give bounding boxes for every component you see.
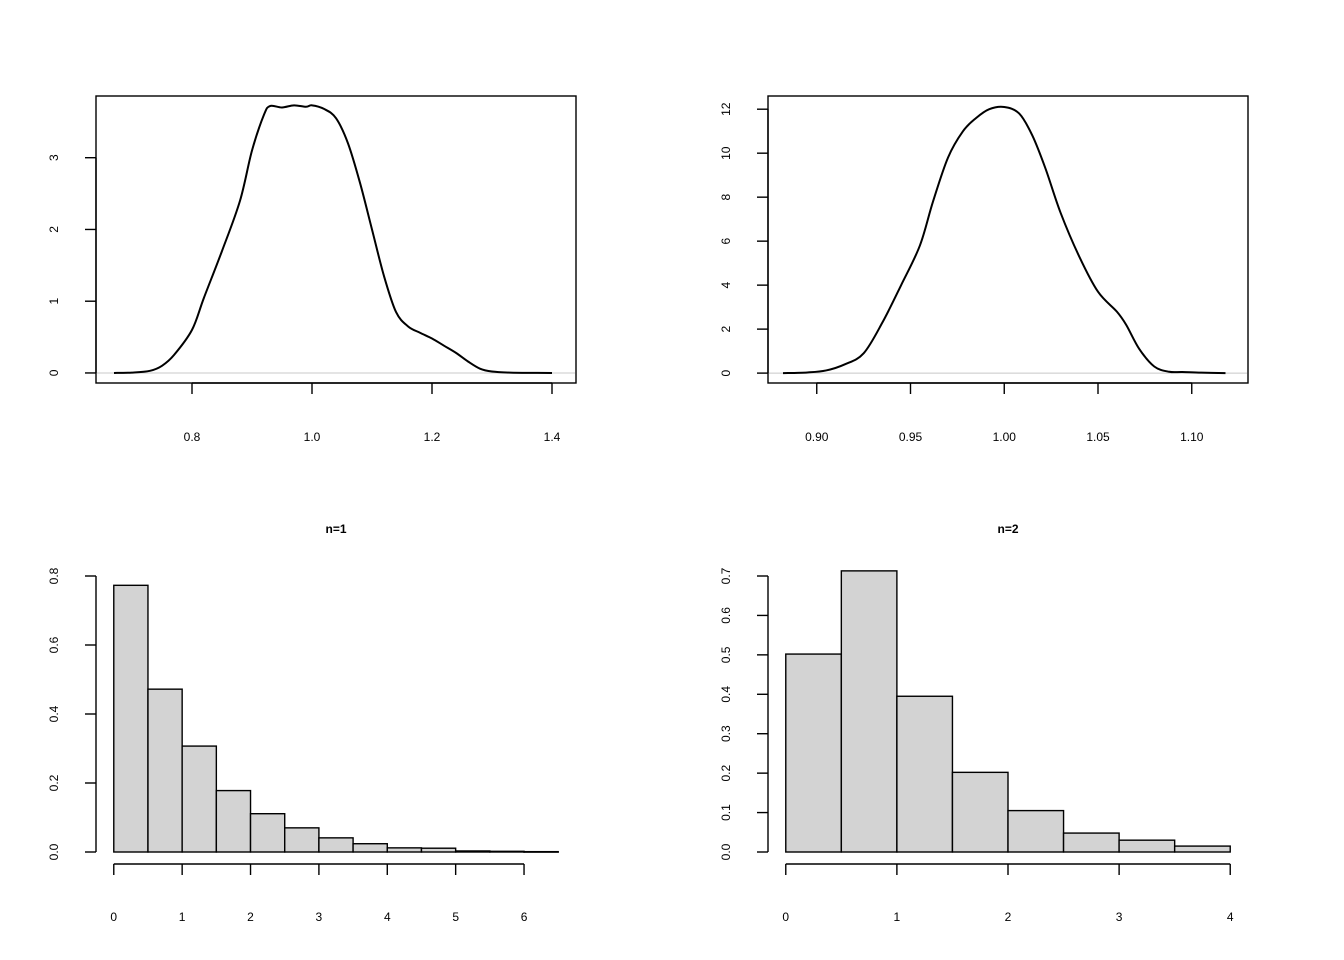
plot-frame xyxy=(767,95,1249,384)
plot-frame xyxy=(95,95,577,384)
y-tick-label: 0.0 xyxy=(47,843,61,860)
y-tick-label: 0.6 xyxy=(719,607,733,624)
x-tick-label: 4 xyxy=(384,910,391,924)
x-tick-label: 1.10 xyxy=(1180,430,1204,444)
histogram-bar xyxy=(181,745,218,853)
x-tick-label: 0 xyxy=(110,910,117,924)
y-tick-label: 8 xyxy=(719,194,733,201)
x-tick-label: 1.4 xyxy=(544,430,561,444)
y-tick-label: 0.4 xyxy=(719,686,733,703)
histogram-bar xyxy=(896,695,954,853)
histogram-bar xyxy=(113,584,149,853)
panel-title: n=2 xyxy=(997,522,1018,536)
y-tick-label: 0.7 xyxy=(719,567,733,584)
y-tick-label: 1 xyxy=(47,298,61,305)
histogram-bar xyxy=(1007,809,1065,853)
histogram-bar xyxy=(785,653,843,853)
y-tick-label: 0.3 xyxy=(719,725,733,742)
x-tick-label: 3 xyxy=(316,910,323,924)
x-tick-label: 6 xyxy=(521,910,528,924)
x-tick-label: 1.05 xyxy=(1086,430,1110,444)
histogram-bar xyxy=(284,827,320,853)
density-line xyxy=(782,105,1226,375)
histogram-bar xyxy=(523,850,559,853)
x-tick-label: 0.8 xyxy=(184,430,201,444)
y-tick-label: 0.8 xyxy=(47,567,61,584)
histogram-bar xyxy=(318,837,354,853)
x-tick-label: 3 xyxy=(1116,910,1123,924)
y-tick-label: 2 xyxy=(47,226,61,233)
y-tick-label: 0.1 xyxy=(719,804,733,821)
x-tick-label: 2 xyxy=(247,910,254,924)
histogram-bar xyxy=(1062,832,1120,853)
panel-title: n=1 xyxy=(325,522,346,536)
x-tick-label: 1 xyxy=(179,910,186,924)
y-tick-label: 0 xyxy=(719,369,733,376)
histogram-bar xyxy=(147,688,183,853)
x-tick-label: 0.95 xyxy=(899,430,923,444)
histogram-bar xyxy=(215,789,252,853)
y-tick-label: 0.4 xyxy=(47,705,61,722)
histogram-bar xyxy=(420,847,457,853)
x-tick-label: 0.90 xyxy=(805,430,829,444)
y-tick-label: 0.0 xyxy=(719,843,733,860)
y-tick-label: 0.2 xyxy=(719,764,733,781)
histogram-bar xyxy=(386,847,423,853)
y-tick-label: 0.2 xyxy=(47,774,61,791)
panel-3: n=1 0 1 2 3 4 5 6 0.0 0.2 0.4 0.6 0.8 xyxy=(47,522,559,924)
x-tick-label: 2 xyxy=(1005,910,1012,924)
y-tick-label: 3 xyxy=(47,154,61,161)
x-tick-label: 1.0 xyxy=(304,430,321,444)
x-tick-label: 0 xyxy=(782,910,789,924)
x-tick-label: 4 xyxy=(1227,910,1234,924)
histogram-bar xyxy=(840,570,898,853)
y-tick-label: 4 xyxy=(719,281,733,288)
histogram-bar xyxy=(249,813,286,853)
histogram-bar xyxy=(1173,845,1231,853)
histogram-bar xyxy=(454,850,491,853)
y-tick-label: 2 xyxy=(719,325,733,332)
panel-1: 0.8 1.0 1.2 1.4 0 1 2 3 xyxy=(47,95,577,444)
density-line xyxy=(113,104,553,374)
x-tick-label: 1.00 xyxy=(993,430,1017,444)
histogram-bar xyxy=(489,850,525,853)
x-tick-label: 1.2 xyxy=(424,430,441,444)
y-tick-label: 0.5 xyxy=(719,646,733,663)
y-tick-label: 10 xyxy=(719,146,733,160)
x-tick-label: 1 xyxy=(894,910,901,924)
histogram-bar xyxy=(1118,839,1176,853)
panel-2: 0.90 0.95 1.00 1.05 1.10 0 2 4 6 8 10 12 xyxy=(719,95,1249,444)
x-tick-label: 5 xyxy=(452,910,459,924)
y-tick-label: 6 xyxy=(719,237,733,244)
y-tick-label: 0 xyxy=(47,369,61,376)
y-tick-label: 0.6 xyxy=(47,636,61,653)
histogram-bar xyxy=(951,771,1009,853)
histogram-bar xyxy=(352,843,388,853)
y-tick-label: 12 xyxy=(719,102,733,116)
panel-4: n=2 0 1 2 3 4 0.0 0.1 0.2 0.3 0.4 0.5 0.6 0.7 xyxy=(719,522,1234,924)
